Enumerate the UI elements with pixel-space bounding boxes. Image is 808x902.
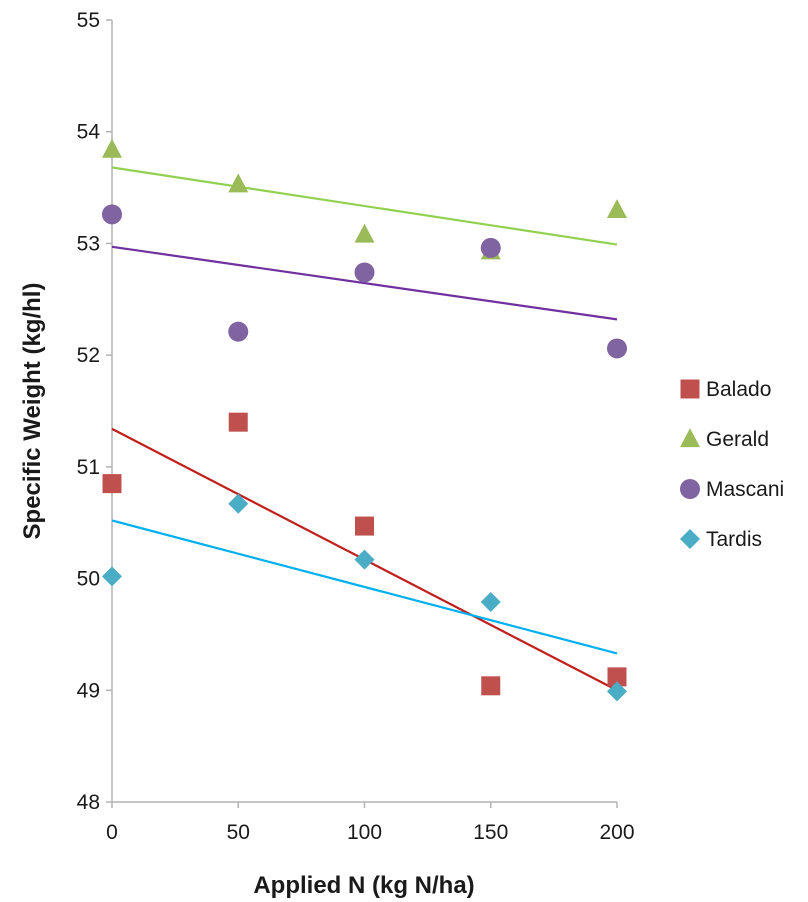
balado-point (228, 412, 248, 432)
gerald-point (354, 223, 375, 243)
legend-item-mascani: Mascani (680, 478, 784, 501)
legend-marker-tardis (680, 529, 700, 549)
x-axis-title: Applied N (kg N/ha) (253, 872, 474, 899)
legend-label-gerald: Gerald (706, 428, 769, 451)
gerald-point (102, 138, 122, 158)
tardis-series (102, 493, 627, 702)
legend-marker-balado (680, 379, 700, 399)
y-tick-label: 54 (77, 121, 101, 144)
tick-marks (106, 19, 618, 808)
tardis-point (354, 549, 375, 570)
gerald-trendline (111, 166, 618, 246)
legend-marker-gerald (680, 428, 700, 448)
trendlines (111, 166, 618, 692)
tardis-point (480, 592, 501, 613)
legend: Balado Gerald Mascani Tardis (680, 378, 784, 551)
x-tick-label: 100 (347, 821, 382, 844)
y-tick-label: 50 (77, 568, 100, 591)
x-tick-label: 150 (473, 821, 508, 844)
balado-point (102, 474, 122, 494)
mascani-trendline (111, 245, 618, 321)
legend-item-tardis: Tardis (680, 528, 762, 551)
legend-marker-mascani (680, 479, 700, 499)
mascani-point (354, 262, 375, 283)
mascani-point (607, 338, 627, 359)
y-axis-title: Specific Weight (kg/hl) (19, 283, 46, 540)
y-tick-label: 52 (77, 344, 100, 367)
x-tick-label: 50 (227, 821, 250, 844)
tardis-point (228, 493, 249, 514)
balado-point (355, 516, 374, 536)
y-tick-label: 55 (77, 9, 100, 32)
gerald-series (102, 138, 627, 260)
legend-label-tardis: Tardis (706, 528, 762, 551)
tick-labels: 48 49 50 51 52 53 54 55 0 50 100 150 200 (77, 9, 635, 844)
balado-point (607, 667, 627, 687)
gerald-point (228, 173, 249, 193)
tardis-trendline (111, 519, 618, 655)
data-points (102, 138, 627, 702)
x-tick-label: 200 (599, 821, 634, 844)
balado-series (102, 412, 627, 696)
gerald-point (607, 199, 627, 219)
y-tick-label: 53 (77, 232, 100, 255)
y-tick-label: 51 (77, 456, 100, 479)
legend-label-mascani: Mascani (706, 478, 784, 501)
mascani-series (102, 204, 627, 359)
y-tick-label: 48 (77, 791, 100, 814)
tardis-point (102, 566, 122, 587)
y-tick-label: 49 (77, 679, 100, 702)
mascani-point (480, 237, 501, 258)
legend-item-balado: Balado (680, 378, 771, 401)
axes (111, 20, 617, 803)
x-tick-label: 0 (106, 821, 118, 844)
mascani-point (228, 321, 249, 342)
balado-point (481, 676, 501, 696)
legend-item-gerald: Gerald (680, 428, 769, 451)
tardis-point (607, 681, 627, 702)
legend-label-balado: Balado (706, 378, 771, 401)
mascani-point (102, 204, 122, 225)
